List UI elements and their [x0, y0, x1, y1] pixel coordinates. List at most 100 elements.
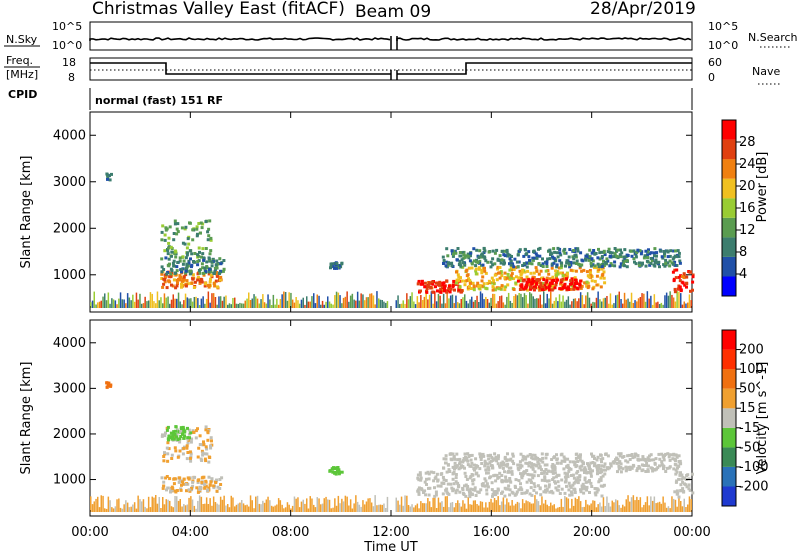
- ground-scatter-cell: [453, 507, 455, 512]
- scatter-cell: [578, 458, 582, 462]
- scatter-cell: [462, 493, 466, 496]
- scatter-cell: [209, 236, 213, 240]
- scatter-cell: [177, 480, 181, 484]
- scatter-cell: [498, 271, 502, 275]
- scatter-cell: [209, 444, 212, 448]
- ground-scatter-cell: [632, 495, 635, 512]
- ground-scatter-cell: [260, 504, 262, 512]
- scatter-cell: [525, 261, 529, 265]
- scatter-cell: [528, 258, 531, 262]
- ground-scatter-cell: [207, 504, 210, 512]
- scatter-cell: [200, 255, 203, 259]
- scatter-cell: [676, 466, 679, 470]
- ground-scatter-cell: [537, 501, 540, 512]
- scatter-cell: [490, 488, 494, 492]
- scatter-cell: [530, 262, 534, 266]
- ground-scatter-cell: [636, 496, 638, 512]
- scatter-cell: [204, 459, 208, 463]
- scatter-cell: [215, 266, 219, 270]
- scatter-cell: [626, 454, 630, 458]
- scatter-cell: [626, 254, 630, 257]
- scatter-cell: [592, 464, 596, 468]
- scatter-cell: [547, 485, 551, 489]
- scatter-cell: [575, 452, 579, 456]
- scatter-cell: [510, 276, 514, 280]
- scatter-cell: [214, 279, 218, 283]
- scatter-cell: [458, 251, 462, 254]
- scatter-cell: [449, 482, 453, 486]
- scatter-cell: [452, 279, 456, 283]
- ground-scatter-cell: [135, 292, 138, 308]
- ground-scatter-cell: [492, 293, 494, 308]
- ground-scatter-cell: [111, 507, 113, 512]
- scatter-cell: [562, 455, 566, 459]
- scatter-cell: [485, 483, 489, 487]
- scatter-cell: [517, 488, 521, 492]
- scatter-cell: [430, 280, 434, 284]
- ground-scatter-cell: [104, 508, 106, 512]
- scatter-cell: [463, 471, 467, 475]
- scatter-cell: [480, 271, 484, 275]
- scatter-cell: [105, 381, 109, 385]
- scatter-cell: [567, 286, 571, 290]
- scatter-cell: [576, 476, 580, 480]
- scatter-cell: [494, 493, 498, 497]
- scatter-cell: [182, 278, 186, 282]
- scatter-cell: [576, 479, 580, 483]
- ground-scatter-cell: [567, 296, 570, 308]
- scatter-cell: [420, 279, 424, 283]
- scatter-cell: [551, 255, 554, 259]
- ground-scatter-cell: [149, 507, 152, 512]
- scatter-cell: [688, 488, 692, 492]
- scatter-cell: [617, 467, 621, 471]
- nave-tick-top: 60: [708, 56, 722, 69]
- scatter-cell: [524, 457, 528, 461]
- scatter-cell: [444, 457, 448, 461]
- scatter-cell: [189, 456, 192, 460]
- ground-scatter-cell: [142, 499, 145, 512]
- scatter-cell: [165, 272, 169, 276]
- scatter-cell: [508, 268, 512, 272]
- ground-scatter-cell: [100, 300, 102, 308]
- scatter-cell: [559, 278, 563, 282]
- scatter-cell: [624, 259, 628, 263]
- ground-scatter-cell: [135, 508, 138, 512]
- colorbar-segment: [722, 256, 736, 277]
- scatter-cell: [506, 272, 510, 276]
- scatter-cell: [520, 286, 524, 290]
- scatter-cell: [201, 247, 205, 251]
- colorbar-segment: [722, 388, 736, 409]
- scatter-cell: [537, 458, 541, 461]
- scatter-cell: [189, 452, 193, 456]
- scatter-cell: [636, 454, 640, 458]
- scatter-cell: [218, 487, 222, 490]
- scatter-cell: [494, 457, 498, 461]
- ground-scatter-cell: [188, 298, 190, 308]
- scatter-cell: [648, 454, 651, 458]
- scatter-cell: [207, 272, 211, 276]
- scatter-cell: [574, 281, 577, 285]
- scatter-cell: [579, 490, 583, 494]
- scatter-cell: [461, 465, 465, 469]
- scatter-cell: [591, 454, 594, 458]
- scatter-cell: [567, 255, 571, 259]
- scatter-cell: [621, 259, 625, 263]
- ground-scatter-cell: [267, 496, 269, 512]
- scatter-cell: [512, 462, 516, 466]
- freq-panel: Freq. [MHz] 18 8 60 0 Nave: [4, 54, 780, 85]
- scatter-cell: [571, 255, 575, 259]
- scatter-cell: [468, 490, 471, 494]
- scatter-cell: [461, 261, 465, 265]
- scatter-cell: [582, 268, 586, 272]
- scatter-cell: [620, 251, 624, 255]
- scatter-cell: [207, 455, 211, 459]
- scatter-cell: [679, 274, 683, 278]
- ground-scatter-cell: [499, 296, 501, 308]
- scatter-cell: [602, 259, 605, 263]
- scatter-cell: [471, 479, 475, 483]
- scatter-cell: [576, 460, 580, 463]
- ground-scatter-cell: [383, 503, 385, 512]
- scatter-cell: [495, 473, 499, 477]
- scatter-cell: [527, 280, 531, 284]
